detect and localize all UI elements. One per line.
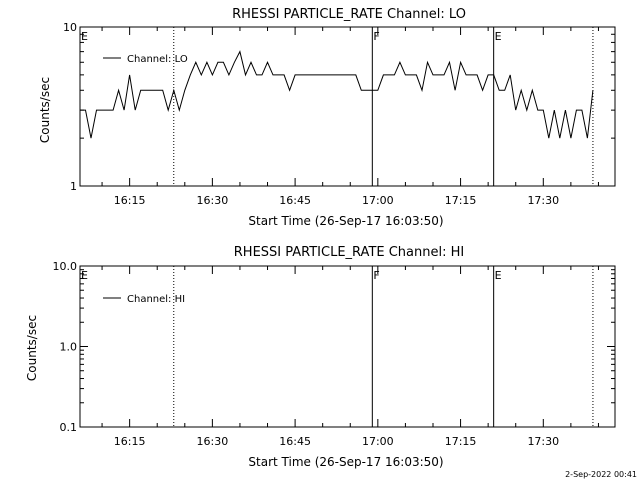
- panel-hi-xlabel: Start Time (26-Sep-17 16:03:50): [248, 455, 443, 469]
- panel-lo-plot-frame: [79, 26, 616, 187]
- panel-lo: RHESSI PARTICLE_RATE Channel: LO 16:15 16…: [38, 7, 616, 228]
- panel-hi-event-label: F: [373, 269, 379, 282]
- panel-lo-xlabel: Start Time (26-Sep-17 16:03:50): [248, 214, 443, 228]
- panel-lo-axes: 16:15 16:30 16:45 17:00 17:15 17:30 1 10: [63, 21, 615, 207]
- panel-hi-plot-frame: [79, 265, 616, 428]
- panel-hi-xtick-label: 17:00: [362, 435, 394, 448]
- panel-hi: RHESSI PARTICLE_RATE Channel: HI 16:15 16…: [25, 245, 616, 469]
- panel-lo-xtick-label: 16:15: [114, 194, 146, 207]
- panel-lo-xtick-label: 17:30: [527, 194, 559, 207]
- panel-lo-series-line: [80, 50, 594, 139]
- panel-lo-ylabel: Counts/sec: [38, 77, 52, 143]
- panel-hi-event-label: E: [495, 269, 502, 282]
- panel-hi-xtick-label: 16:45: [279, 435, 311, 448]
- panel-hi-axes: 16:15 16:30 16:45 17:00 17:15 17:30 0.1 1.0 10.0: [53, 260, 615, 448]
- panel-lo-xtick-label: 17:15: [445, 194, 477, 207]
- panel-hi-ytick-label: 1.0: [60, 341, 78, 354]
- panel-hi-ylabel: Counts/sec: [25, 315, 39, 381]
- panel-lo-event-label: F: [373, 30, 379, 43]
- panel-hi-xtick-label: 16:30: [197, 435, 229, 448]
- panel-lo-legend: Channel: LO: [103, 54, 188, 65]
- panel-hi-legend-label: Channel: HI: [127, 294, 185, 305]
- panel-lo-xtick-label: 16:45: [279, 194, 311, 207]
- panel-lo-event-label: E: [81, 30, 88, 43]
- panel-lo-ytick-label: 1: [70, 180, 77, 193]
- panel-lo-ytick-label: 10: [63, 21, 77, 34]
- panel-hi-event-label: E: [81, 269, 88, 282]
- panel-hi-xtick-label: 17:30: [527, 435, 559, 448]
- panel-lo-series: [80, 50, 594, 139]
- panel-lo-title: RHESSI PARTICLE_RATE Channel: LO: [232, 7, 466, 22]
- panel-hi-ytick-label: 10.0: [53, 260, 78, 273]
- panel-lo-event-label: E: [495, 30, 502, 43]
- panel-lo-xtick-label: 17:00: [362, 194, 394, 207]
- panel-lo-legend-label: Channel: LO: [127, 54, 188, 65]
- panel-lo-xtick-label: 16:30: [197, 194, 229, 207]
- panel-hi-legend: Channel: HI: [103, 294, 185, 305]
- panel-hi-xtick-label: 16:15: [114, 435, 146, 448]
- panel-hi-ytick-label: 0.1: [60, 421, 78, 434]
- panel-hi-title: RHESSI PARTICLE_RATE Channel: HI: [234, 245, 464, 260]
- panel-hi-xtick-label: 17:15: [445, 435, 477, 448]
- footer-timestamp: 2-Sep-2022 00:41: [565, 470, 637, 479]
